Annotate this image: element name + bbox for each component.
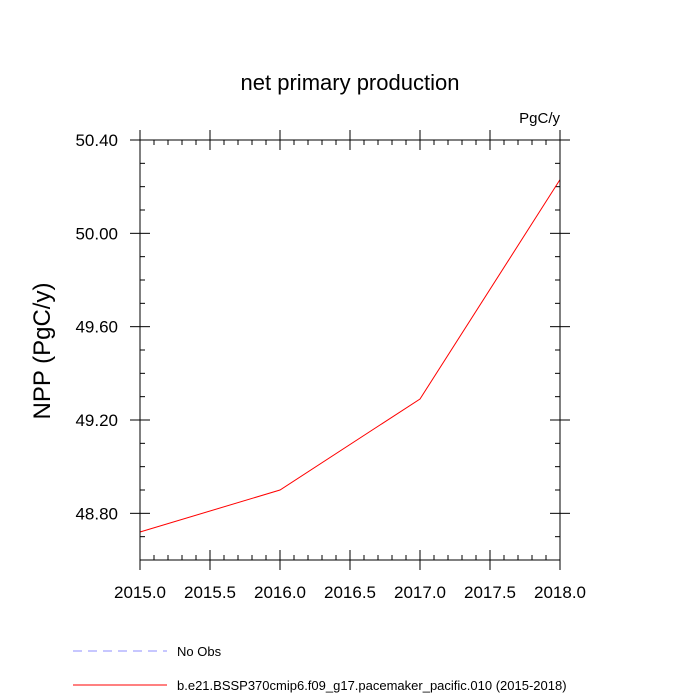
x-tick-label: 2017.5	[464, 583, 516, 602]
y-axis-ticks: 48.80 49.20 49.60 50.00 50.40	[75, 131, 570, 561]
x-tick-label: 2018.0	[534, 583, 586, 602]
y-tick-label: 50.00	[75, 224, 118, 243]
plot-frame	[139, 139, 561, 561]
x-tick-label: 2016.5	[324, 583, 376, 602]
legend-label-model-run: b.e21.BSSP370cmip6.f09_g17.pacemaker_pac…	[177, 678, 567, 693]
legend: No Obs b.e21.BSSP370cmip6.f09_g17.pacema…	[73, 644, 567, 693]
x-tick-label: 2016.0	[254, 583, 306, 602]
y-axis-label: NPP (PgC/y)	[29, 283, 56, 420]
y-tick-label: 49.60	[75, 318, 118, 337]
data-series	[139, 179, 561, 533]
y-tick-label: 50.40	[75, 131, 118, 150]
chart-title: net primary production	[241, 70, 460, 95]
y-tick-label: 49.20	[75, 411, 118, 430]
legend-label-no-obs: No Obs	[177, 644, 222, 659]
y-tick-label: 48.80	[75, 504, 118, 523]
x-tick-label: 2015.0	[114, 583, 166, 602]
series-line-model-run	[139, 179, 561, 533]
x-tick-label: 2017.0	[394, 583, 446, 602]
x-tick-label: 2015.5	[184, 583, 236, 602]
units-label: PgC/y	[519, 110, 560, 127]
x-axis-ticks: 2015.0 2015.5 2016.0 2016.5 2017.0 2017.5 2018…	[114, 130, 586, 602]
